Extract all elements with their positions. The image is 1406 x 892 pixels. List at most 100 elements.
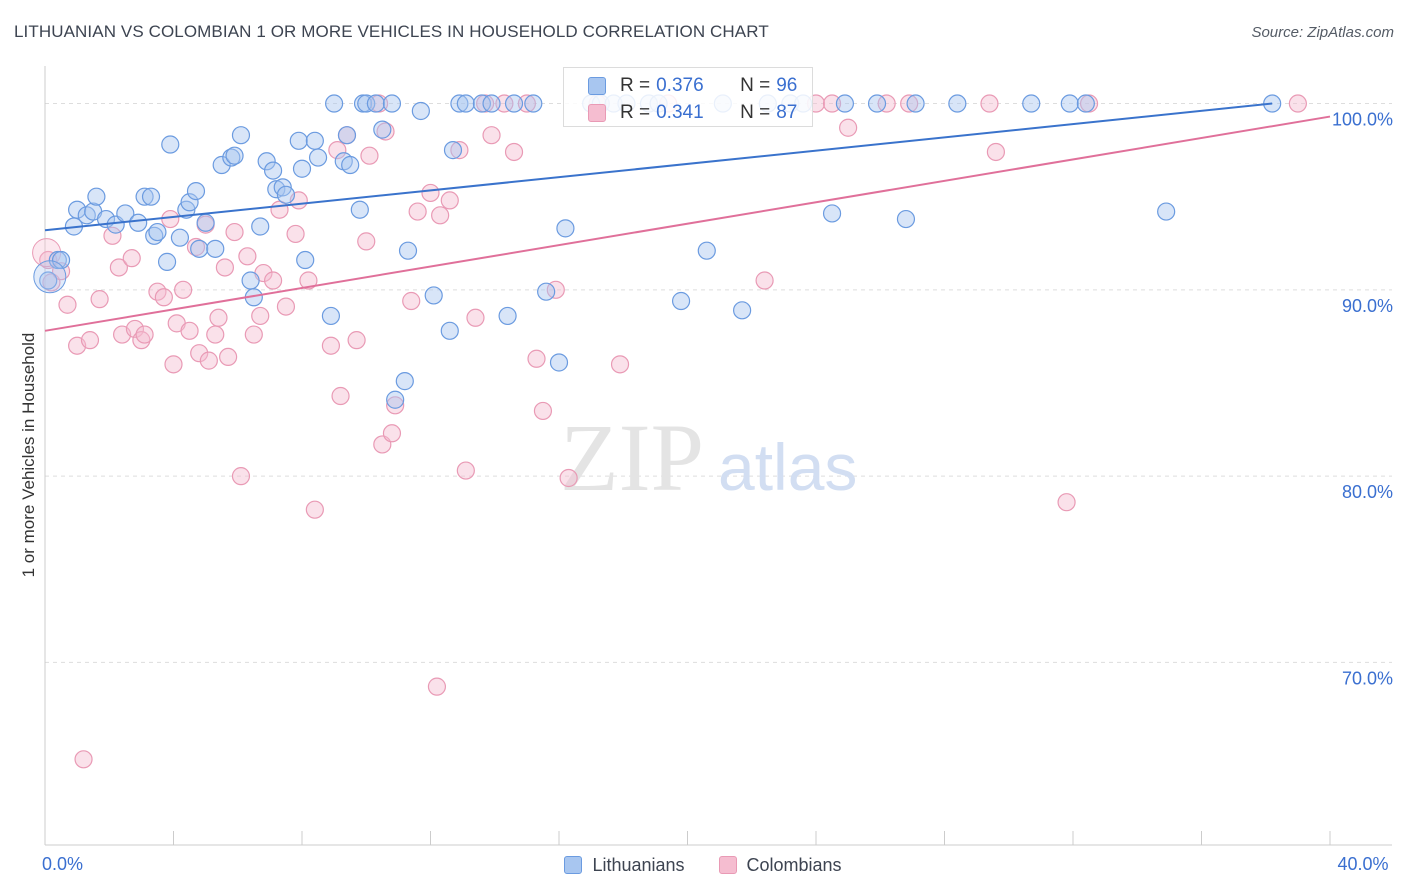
colombian-point <box>109 258 128 277</box>
lithuanian-point <box>68 200 87 219</box>
lithuanian-point <box>411 101 430 121</box>
lithuanian-point <box>1022 94 1041 113</box>
lithuanian-point <box>241 271 260 290</box>
source-label: Source: ZipAtlas.com <box>1251 24 1394 41</box>
n-value: 87 <box>776 102 798 123</box>
lithuanian-point <box>450 94 469 113</box>
lithuanian-point <box>212 155 231 175</box>
colombian-point <box>450 141 469 160</box>
colombian-point <box>206 325 225 344</box>
colombian-point <box>822 94 842 113</box>
colombian-point <box>286 224 305 244</box>
stats-legend: R = 0.376 N = 96 R = 0.341 N = 87 <box>563 67 813 127</box>
lithuanian-point <box>170 228 190 247</box>
r-value: 0.376 <box>656 75 704 96</box>
colombian-point <box>103 226 122 245</box>
colombian-point <box>154 288 173 307</box>
colombian-point <box>80 331 100 350</box>
colombian-point <box>559 468 578 488</box>
lithuanian-point <box>196 213 215 232</box>
lithuanian-point <box>186 181 206 201</box>
lithuanian-point <box>222 148 241 167</box>
axes <box>44 66 1392 846</box>
lithuanian-point <box>135 187 154 206</box>
colombian-point <box>263 271 283 290</box>
lithuanian-point <box>267 180 286 199</box>
lithuanian-point <box>225 146 244 165</box>
colombian-point <box>135 325 154 344</box>
lithuanians-swatch <box>588 77 606 95</box>
lithuanian-point <box>257 152 276 171</box>
colombian-point <box>839 118 858 137</box>
colombian-point <box>456 461 475 480</box>
lithuanian-point <box>206 239 225 258</box>
lithuanian-point <box>549 353 569 372</box>
lithuanian-point <box>148 222 167 242</box>
x-tick-label: 0.0% <box>42 854 83 874</box>
lithuanian-point <box>276 185 296 204</box>
colombian-point <box>328 141 347 160</box>
lithuanian-point <box>835 94 855 113</box>
trendlines <box>44 102 1331 332</box>
lithuanian-point <box>382 94 402 113</box>
colombian-point <box>39 250 58 270</box>
tick-labels: 70.0% 80.0% 90.0% 100.0% 0.0% 40.0% <box>42 110 1393 874</box>
lithuanian-point <box>440 321 459 340</box>
colombian-point <box>517 94 536 113</box>
colombian-point <box>482 126 501 145</box>
colombian-point <box>125 319 145 339</box>
legend-item-lithuanians[interactable]: Lithuanians <box>564 855 685 876</box>
lithuanian-point <box>456 94 475 113</box>
colombian-point <box>238 247 257 266</box>
grid-lines <box>45 103 1392 663</box>
colombian-point <box>186 237 206 257</box>
colombian-point <box>431 206 450 225</box>
lithuanian-point <box>671 291 691 311</box>
colombian-point <box>495 94 514 113</box>
n-label: N = <box>740 75 771 96</box>
x-tick-label: 40.0% <box>1337 854 1388 874</box>
colombian-point <box>527 349 546 368</box>
colombian-point <box>408 202 427 221</box>
colombian-point <box>321 336 341 355</box>
lithuanian-point <box>1060 94 1079 113</box>
colombian-point <box>755 271 774 290</box>
colombian-point <box>386 396 405 415</box>
colombians-trendline <box>44 115 1331 332</box>
colombian-point <box>1057 493 1076 512</box>
colombian-point <box>331 386 350 406</box>
lithuanian-point <box>537 282 556 301</box>
y-tick-label: 70.0% <box>1342 668 1393 688</box>
colombian-point <box>190 344 209 363</box>
lithuanian-point <box>289 131 308 150</box>
lithuanian-point <box>325 94 344 113</box>
legend-label-colombians: Colombians <box>746 854 842 875</box>
lithuanian-point <box>1076 94 1095 113</box>
lithuanian-point <box>190 239 209 258</box>
lithuanian-point <box>180 193 199 212</box>
lithuanian-point <box>482 94 501 113</box>
lithuanian-point <box>129 213 148 232</box>
colombian-point <box>199 351 218 370</box>
bottom-legend: Lithuanians Colombians <box>0 852 1406 878</box>
lithuanian-point <box>366 94 385 113</box>
colombian-point <box>161 209 180 229</box>
colombian-point <box>174 280 193 299</box>
lithuanians-legend-swatch <box>564 856 583 874</box>
colombian-point <box>877 94 896 113</box>
lithuanian-point <box>867 94 887 113</box>
r-label: R = <box>620 75 651 96</box>
legend-item-colombians[interactable]: Colombians <box>718 854 842 876</box>
colombian-point <box>427 677 447 696</box>
colombian-point <box>209 308 228 327</box>
lithuanians-points <box>33 94 1282 409</box>
colombian-point <box>180 321 199 340</box>
lithuanian-point <box>263 161 283 180</box>
colombian-point <box>1288 94 1307 113</box>
watermark-atlas: atlas <box>718 430 857 504</box>
lithuanians-trendline <box>44 102 1273 232</box>
lithuanian-point <box>251 217 270 236</box>
lithuanian-point <box>141 187 161 206</box>
colombian-point <box>219 347 238 366</box>
colombian-point <box>504 142 524 162</box>
